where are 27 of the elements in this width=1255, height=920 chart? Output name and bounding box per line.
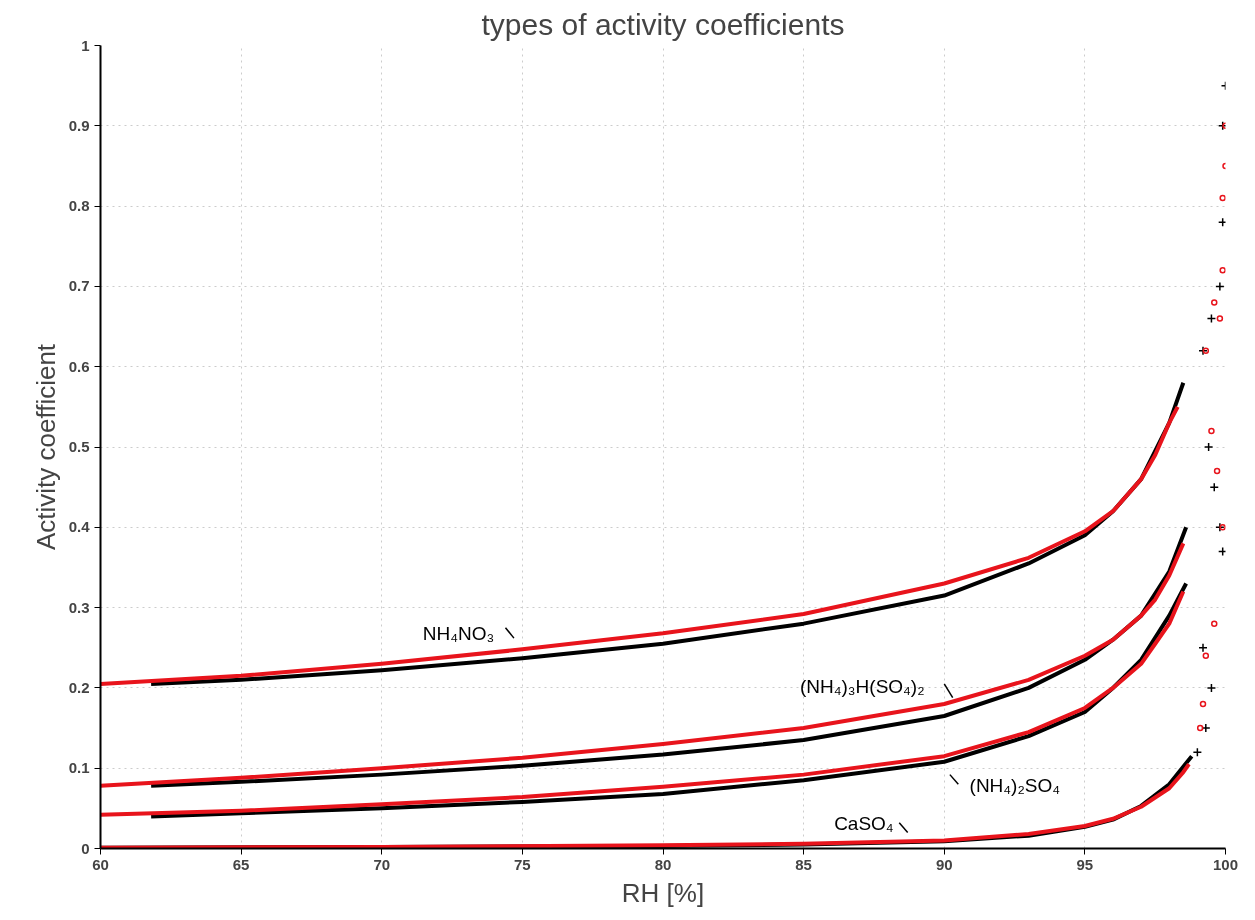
y-tick-label: 0.9 [68,116,90,134]
y-tick-label: 0.8 [68,197,90,215]
x-tick-label: 95 [1076,855,1094,873]
y-tick-label: 0.1 [68,759,90,777]
annotation: (NH₄)₃H(SO₄)₂ [800,675,925,697]
x-tick-label: 90 [935,855,953,873]
x-tick-label: 60 [92,855,109,873]
y-tick-label: 0.6 [68,357,90,375]
x-tick-label: 100 [1212,855,1239,873]
y-tick-label: 1 [81,36,90,54]
x-tick-label: 80 [654,855,672,873]
x-tick-label: 65 [232,855,250,873]
annotation: (NH₄)₂SO₄ [969,775,1061,797]
y-axis-title: Activity coefficient [30,343,61,551]
annotation: NH₄NO₃ [422,622,495,644]
y-tick-label: 0.7 [68,277,90,295]
chart-title: types of activity coefficients [481,7,845,41]
x-axis-title: RH [%] [621,877,705,908]
x-tick-label: 85 [795,855,812,873]
y-tick-label: 0 [81,839,90,857]
y-tick-label: 0.2 [68,678,90,696]
y-tick-label: 0.3 [68,598,90,616]
x-tick-label: 70 [373,855,391,873]
y-tick-label: 0.4 [68,518,91,536]
annotation: CaSO₄ [834,813,894,835]
x-tick-label: 75 [514,855,531,873]
y-tick-label: 0.5 [68,438,90,455]
